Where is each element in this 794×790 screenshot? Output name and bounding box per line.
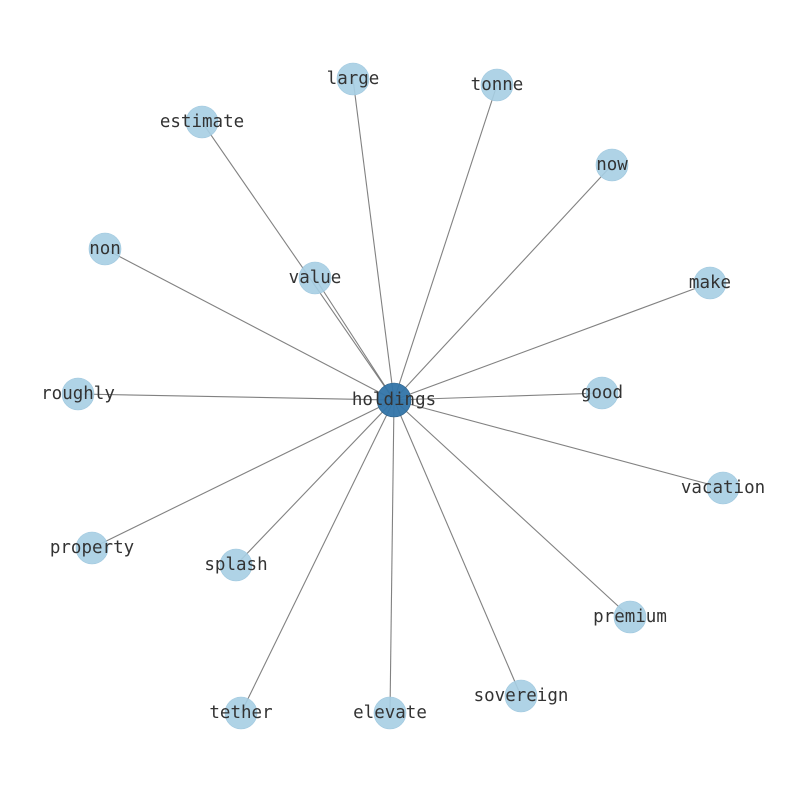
graph-node-make[interactable] bbox=[693, 266, 727, 300]
graph-edge bbox=[235, 399, 395, 566]
nodes-layer bbox=[61, 62, 740, 730]
graph-edge bbox=[201, 121, 395, 401]
graph-edge bbox=[77, 393, 395, 401]
graph-node-tether[interactable] bbox=[224, 696, 258, 730]
graph-edge bbox=[91, 399, 395, 549]
graph-edge bbox=[393, 399, 522, 697]
graph-node-roughly[interactable] bbox=[61, 377, 95, 411]
graph-node-tonne[interactable] bbox=[480, 68, 514, 102]
graph-edge bbox=[393, 399, 724, 489]
graph-node-sovereign[interactable] bbox=[504, 679, 538, 713]
graph-edge bbox=[393, 399, 631, 618]
graph-node-non[interactable] bbox=[88, 232, 122, 266]
graph-node-vacation[interactable] bbox=[706, 471, 740, 505]
edges-layer bbox=[77, 78, 724, 714]
graph-edge bbox=[393, 84, 498, 401]
graph-edge bbox=[393, 392, 603, 401]
graph-edge bbox=[389, 399, 395, 714]
graph-edge bbox=[314, 277, 395, 401]
graph-node-estimate[interactable] bbox=[185, 105, 219, 139]
graph-edge bbox=[393, 164, 613, 401]
graph-node-good[interactable] bbox=[585, 376, 619, 410]
graph-edge bbox=[393, 282, 711, 401]
graph-node-now[interactable] bbox=[595, 148, 629, 182]
graph-node-property[interactable] bbox=[75, 531, 109, 565]
graph-node-elevate[interactable] bbox=[373, 696, 407, 730]
graph-node-splash[interactable] bbox=[219, 548, 253, 582]
graph-edge bbox=[352, 78, 395, 401]
graph-node-premium[interactable] bbox=[613, 600, 647, 634]
graph-node-large[interactable] bbox=[336, 62, 370, 96]
graph-node-value[interactable] bbox=[298, 261, 332, 295]
graph-node-holdings[interactable] bbox=[376, 382, 412, 418]
graph-edge bbox=[240, 399, 395, 714]
graph-edge bbox=[104, 248, 395, 401]
